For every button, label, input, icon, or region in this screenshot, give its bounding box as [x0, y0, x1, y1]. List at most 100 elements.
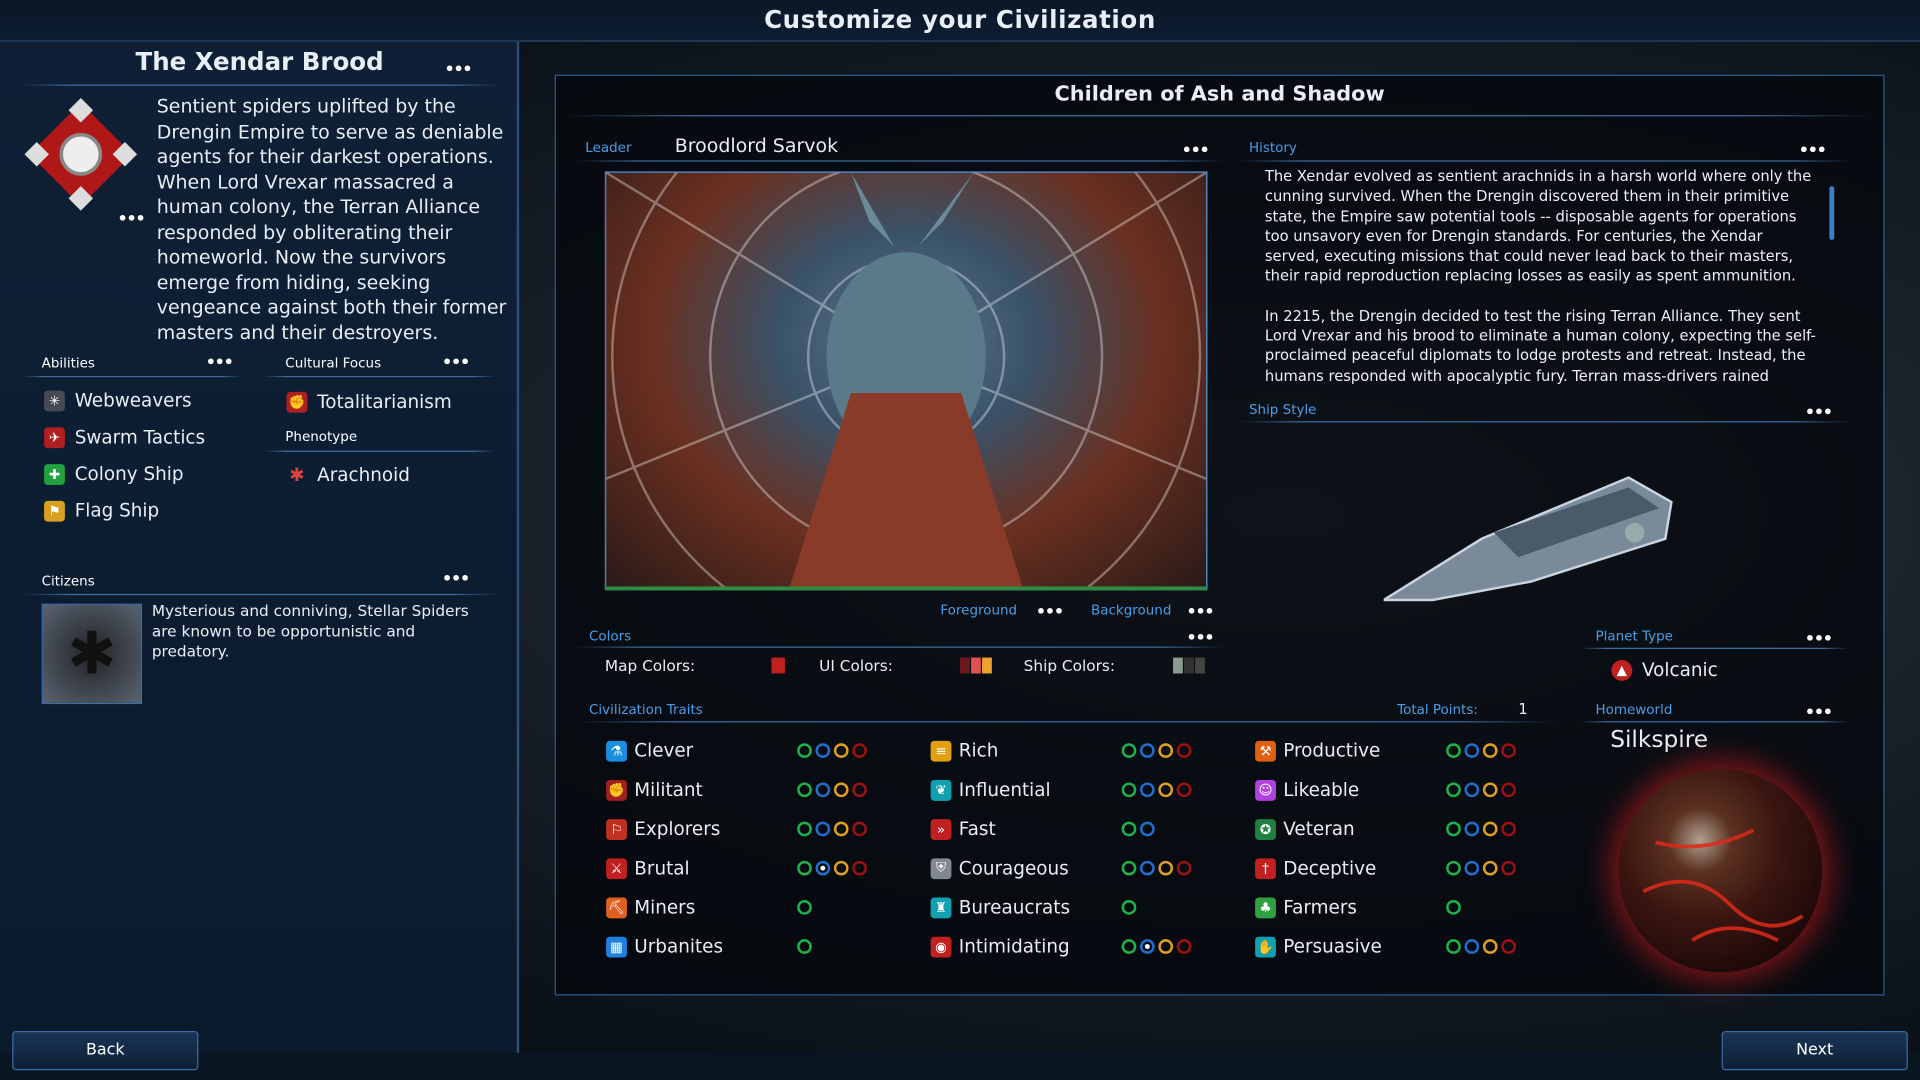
trait-row[interactable]: ⛏ Miners	[606, 888, 930, 927]
trait-level-selector[interactable]	[1446, 860, 1516, 876]
citizens-menu-button[interactable]: •••	[442, 570, 470, 589]
trait-level-3[interactable]	[1482, 821, 1498, 837]
ability-item[interactable]: ✈ Swarm Tactics	[44, 426, 205, 448]
trait-level-selector[interactable]	[1121, 860, 1192, 876]
trait-level-selector[interactable]	[797, 939, 812, 954]
colors-menu-button[interactable]: •••	[1186, 629, 1215, 648]
trait-level-1[interactable]	[1121, 939, 1137, 954]
citizen-portrait[interactable]: ✱	[41, 603, 143, 705]
trait-level-3[interactable]	[833, 782, 849, 798]
trait-level-3[interactable]	[833, 743, 849, 758]
trait-level-4[interactable]	[852, 782, 867, 798]
trait-level-4[interactable]	[852, 743, 867, 758]
civ-logo-icon[interactable]	[22, 96, 140, 214]
trait-level-3[interactable]	[1158, 782, 1174, 798]
homeworld-menu-button[interactable]: •••	[1804, 704, 1833, 723]
trait-level-4[interactable]	[1176, 743, 1192, 758]
planet-type-item[interactable]: ▲ Volcanic	[1611, 659, 1718, 681]
trait-row[interactable]: ⚔ Brutal	[606, 849, 930, 888]
trait-level-selector[interactable]	[1446, 900, 1461, 915]
trait-level-selector[interactable]	[1446, 821, 1516, 837]
trait-level-2[interactable]	[1464, 743, 1480, 758]
trait-level-2[interactable]	[815, 782, 831, 798]
trait-row[interactable]: ⚐ Explorers	[606, 809, 930, 848]
history-menu-button[interactable]: •••	[1798, 142, 1827, 161]
trait-level-3[interactable]	[1482, 782, 1498, 798]
trait-level-selector[interactable]	[797, 782, 867, 798]
cultural-focus-menu-button[interactable]: •••	[442, 353, 470, 373]
trait-level-1[interactable]	[797, 821, 812, 837]
trait-row[interactable]: ⚗ Clever	[606, 731, 930, 770]
trait-level-1[interactable]	[1121, 821, 1137, 837]
trait-level-selector[interactable]	[1446, 939, 1516, 954]
abilities-menu-button[interactable]: •••	[205, 353, 234, 373]
background-menu-button[interactable]: •••	[1186, 603, 1215, 623]
trait-level-selector[interactable]	[1121, 821, 1155, 837]
trait-level-4[interactable]	[852, 860, 867, 876]
foreground-menu-button[interactable]: •••	[1035, 603, 1064, 623]
foreground-label[interactable]: Foreground	[940, 602, 1018, 619]
trait-level-selector[interactable]	[797, 860, 867, 876]
trait-level-3[interactable]	[1482, 939, 1498, 954]
trait-row[interactable]: ✪ Veteran	[1255, 809, 1579, 848]
civ-name-menu-button[interactable]: •••	[444, 61, 472, 80]
trait-row[interactable]: ♣ Farmers	[1255, 888, 1579, 927]
trait-row[interactable]: † Deceptive	[1255, 849, 1579, 888]
leader-name[interactable]: Broodlord Sarvok	[674, 134, 839, 157]
trait-level-1[interactable]	[797, 860, 812, 876]
trait-level-1[interactable]	[1446, 782, 1461, 798]
logo-menu-button[interactable]: •••	[117, 210, 146, 229]
ui-colors-swatch[interactable]	[960, 657, 993, 674]
trait-level-1[interactable]	[797, 939, 812, 954]
trait-level-selector[interactable]	[1446, 782, 1516, 798]
trait-row[interactable]: ⛨ Courageous	[930, 849, 1255, 888]
trait-level-3[interactable]	[833, 821, 849, 837]
homeworld-name[interactable]: Silkspire	[1610, 726, 1709, 754]
trait-level-2[interactable]	[815, 743, 831, 758]
trait-row[interactable]: ❦ Influential	[930, 770, 1255, 809]
trait-row[interactable]: ▦ Urbanites	[606, 927, 930, 966]
trait-level-2[interactable]	[1140, 860, 1155, 876]
back-button[interactable]: Back	[12, 1031, 199, 1071]
trait-level-1[interactable]	[1446, 860, 1461, 876]
trait-level-3[interactable]	[1158, 743, 1174, 758]
trait-level-2[interactable]	[1464, 860, 1480, 876]
ship-colors-swatch[interactable]	[1173, 657, 1206, 674]
trait-row[interactable]: ♜ Bureaucrats	[930, 888, 1255, 927]
leader-portrait[interactable]	[604, 171, 1208, 591]
trait-row[interactable]: » Fast	[930, 809, 1255, 848]
trait-level-4[interactable]	[1501, 821, 1516, 837]
background-label[interactable]: Background	[1091, 602, 1172, 619]
trait-level-2[interactable]	[1464, 821, 1480, 837]
ship-style-menu-button[interactable]: •••	[1804, 404, 1833, 423]
planet-type-menu-button[interactable]: •••	[1804, 630, 1833, 649]
trait-level-2[interactable]	[1464, 939, 1480, 954]
ability-item[interactable]: ⚑ Flag Ship	[44, 500, 205, 522]
trait-level-4[interactable]	[1501, 860, 1516, 876]
trait-level-selector[interactable]	[1446, 743, 1516, 758]
trait-level-2[interactable]	[815, 860, 831, 876]
trait-level-4[interactable]	[852, 821, 867, 837]
trait-level-3[interactable]	[1158, 939, 1174, 954]
trait-level-1[interactable]	[1446, 821, 1461, 837]
trait-level-4[interactable]	[1176, 782, 1192, 798]
trait-row[interactable]: ◉ Intimidating	[930, 927, 1255, 966]
trait-level-3[interactable]	[833, 860, 849, 876]
trait-level-3[interactable]	[1482, 860, 1498, 876]
phenotype-item[interactable]: ✱ Arachnoid	[287, 464, 410, 486]
trait-level-selector[interactable]	[1121, 782, 1192, 798]
trait-level-1[interactable]	[1121, 743, 1137, 758]
leader-menu-button[interactable]: •••	[1181, 142, 1210, 161]
trait-level-2[interactable]	[815, 821, 831, 837]
map-colors-swatch[interactable]	[771, 657, 786, 674]
trait-level-1[interactable]	[1121, 782, 1137, 798]
trait-level-selector[interactable]	[797, 743, 867, 758]
trait-level-1[interactable]	[1121, 860, 1137, 876]
cultural-focus-item[interactable]: ✊ Totalitarianism	[286, 391, 452, 413]
trait-level-4[interactable]	[1176, 939, 1192, 954]
trait-level-1[interactable]	[1446, 900, 1461, 915]
trait-level-4[interactable]	[1501, 782, 1516, 798]
trait-level-2[interactable]	[1464, 782, 1480, 798]
trait-level-selector[interactable]	[1121, 743, 1192, 758]
trait-level-selector[interactable]	[797, 821, 867, 837]
